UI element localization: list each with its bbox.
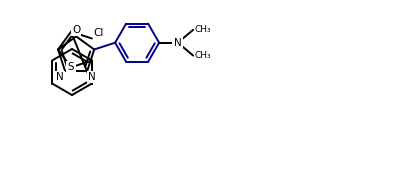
Text: N: N xyxy=(174,38,182,48)
Text: Cl: Cl xyxy=(93,28,103,37)
Text: N: N xyxy=(56,72,64,82)
Text: S: S xyxy=(68,62,74,72)
Text: CH₃: CH₃ xyxy=(194,51,211,60)
Text: CH₃: CH₃ xyxy=(194,25,211,34)
Text: N: N xyxy=(88,72,96,82)
Text: O: O xyxy=(72,25,80,35)
